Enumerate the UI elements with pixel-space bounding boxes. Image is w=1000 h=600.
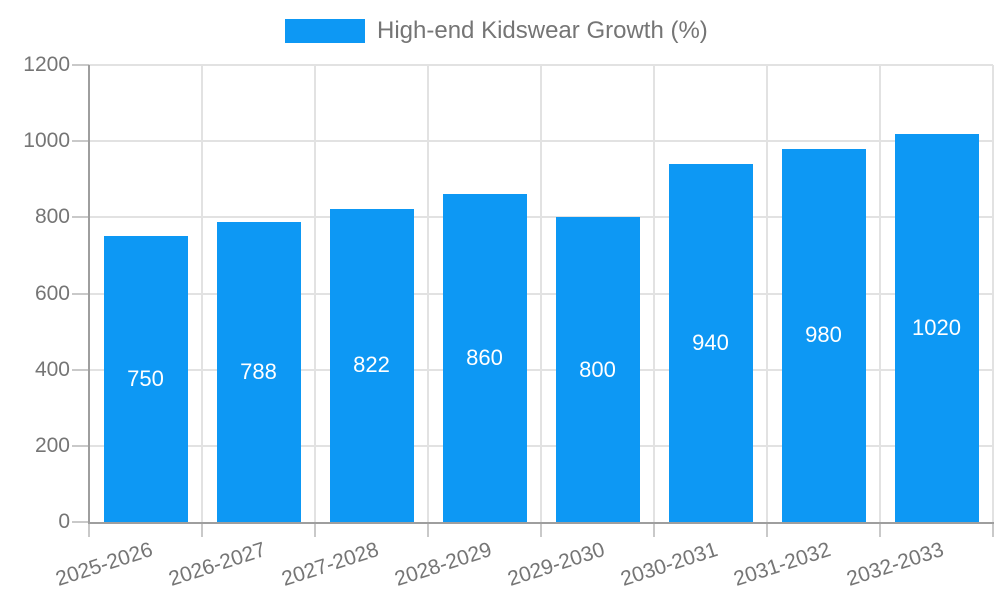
y-axis-tick [72,368,89,371]
y-axis-tick [72,140,89,143]
bar[interactable] [668,164,753,522]
gridline-vertical [992,65,994,522]
gridline-vertical [201,65,203,522]
x-axis-tick-label: 2026-2027 [165,538,269,591]
y-axis-tick [72,444,89,447]
x-axis-tick [540,522,542,537]
bar[interactable] [894,133,979,522]
gridline-vertical [427,65,429,522]
bar-value-label: 750 [127,366,164,392]
bar[interactable] [781,148,866,522]
x-axis-tick-label: 2030-2031 [617,538,721,591]
bar-value-label: 1020 [912,314,961,340]
x-axis-tick [992,522,994,537]
y-axis-tick-label: 800 [34,205,70,229]
bar[interactable] [103,236,188,522]
y-axis-line [88,65,90,522]
gridline-vertical [653,65,655,522]
x-axis-tick-label: 2032-2033 [843,538,947,591]
x-axis-tick-label: 2029-2030 [504,538,608,591]
x-axis-tick [88,522,90,537]
bar-value-label: 940 [692,330,729,355]
bar[interactable] [555,217,640,522]
x-axis-tick [314,522,316,537]
x-axis-tick-label: 2028-2029 [391,538,495,591]
gridline-vertical [879,65,881,522]
y-axis-tick-label: 200 [34,433,70,457]
gridline-vertical [540,65,542,522]
x-axis-tick-label: 2025-2026 [52,538,156,591]
x-axis-tick-label: 2027-2028 [278,538,382,591]
x-axis-tick [653,522,655,537]
legend-label[interactable]: High-end Kidswear Growth (%) [377,17,708,44]
bar-value-label: 788 [240,358,277,384]
gridline-vertical [766,65,768,522]
gridline-vertical [314,65,316,522]
x-axis-line [88,522,994,524]
y-axis-tick-label: 600 [34,281,70,305]
x-axis-tick [201,522,203,537]
y-axis-tick-label: 1200 [23,53,70,76]
bar-value-label: 800 [579,356,616,382]
y-axis-tick-label: 0 [58,510,70,533]
x-axis-tick [766,522,768,537]
legend-swatch[interactable] [285,19,365,43]
x-axis-tick-label: 2031-2032 [730,538,834,591]
bar-value-label: 822 [353,352,390,378]
y-axis-tick-label: 400 [34,357,70,381]
y-axis-tick-label: 1000 [23,129,70,153]
bar[interactable] [216,221,301,522]
x-axis-tick [427,522,429,537]
y-axis-tick [72,216,89,219]
y-axis-tick [72,64,89,66]
bar[interactable] [329,208,414,522]
y-axis-tick [72,292,89,295]
bar[interactable] [442,194,527,522]
x-axis-tick [879,522,881,537]
bar-value-label: 980 [805,322,842,348]
chart-legend: High-end Kidswear Growth (%) [285,17,708,44]
bar-value-label: 860 [466,345,503,371]
y-axis-tick [72,521,89,523]
